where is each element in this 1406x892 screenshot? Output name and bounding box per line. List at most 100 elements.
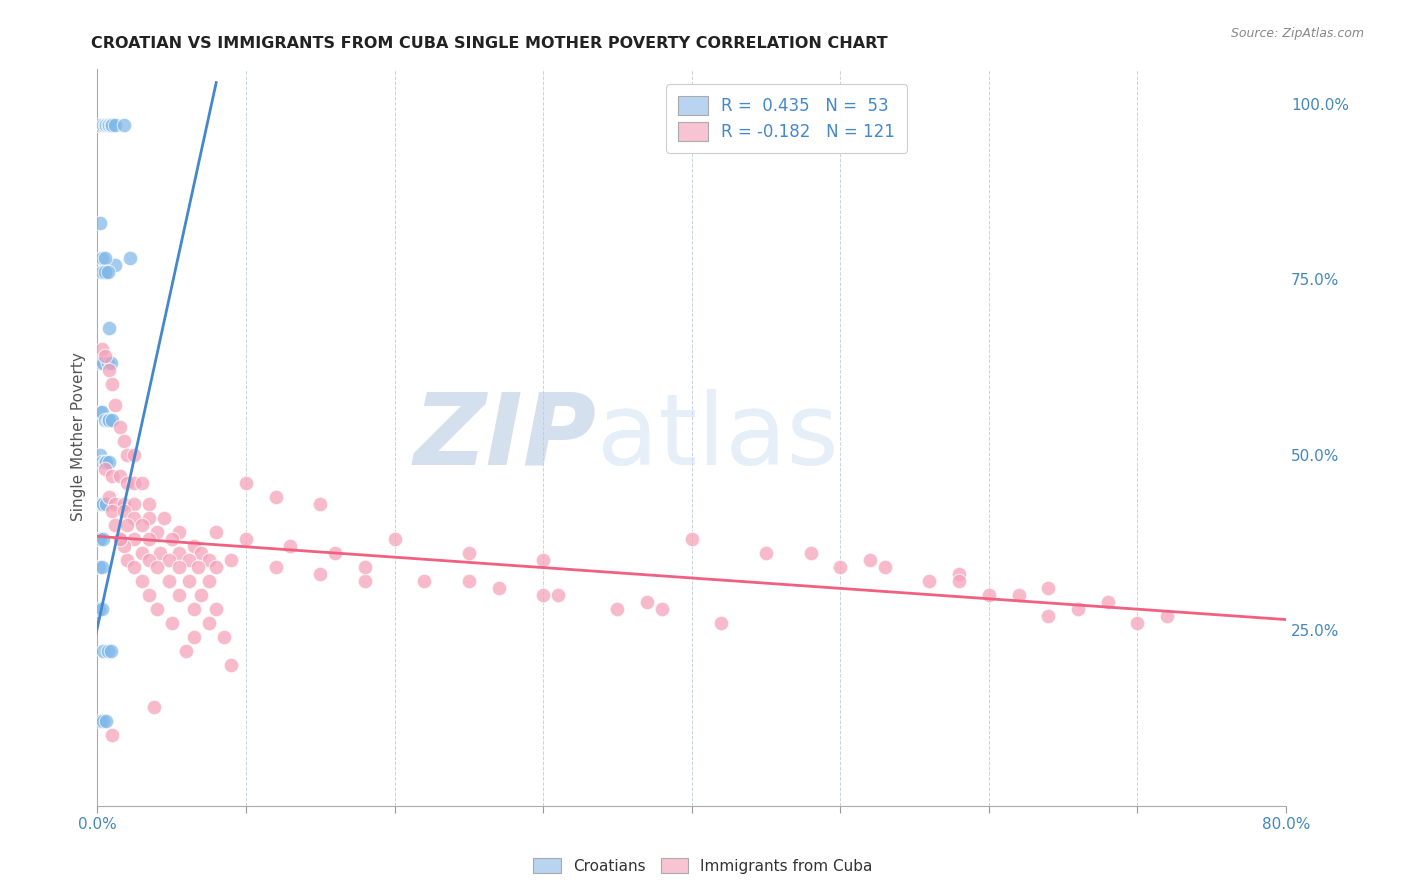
Point — [96, 714, 118, 729]
Point — [138, 532, 160, 546]
Point — [118, 251, 141, 265]
Point — [104, 118, 127, 132]
Point — [104, 517, 127, 532]
Point — [1126, 616, 1149, 631]
Point — [108, 468, 131, 483]
Point — [96, 497, 118, 511]
Point — [94, 265, 117, 279]
Point — [104, 497, 127, 511]
Point — [98, 412, 121, 426]
Point — [98, 490, 121, 504]
Point — [112, 118, 135, 132]
Point — [94, 461, 117, 475]
Point — [859, 553, 882, 567]
Y-axis label: Single Mother Poverty: Single Mother Poverty — [72, 352, 86, 522]
Point — [710, 616, 733, 631]
Point — [457, 546, 479, 560]
Point — [89, 216, 111, 230]
Point — [115, 517, 138, 532]
Point — [98, 321, 121, 335]
Point — [212, 630, 235, 644]
Point — [799, 546, 821, 560]
Point — [90, 251, 112, 265]
Point — [124, 532, 146, 546]
Point — [91, 644, 114, 658]
Point — [183, 602, 205, 616]
Point — [1156, 609, 1178, 624]
Point — [96, 455, 118, 469]
Point — [131, 475, 153, 490]
Point — [87, 532, 110, 546]
Point — [179, 574, 201, 588]
Point — [235, 475, 257, 490]
Point — [90, 265, 112, 279]
Point — [91, 497, 114, 511]
Point — [197, 574, 219, 588]
Point — [94, 251, 117, 265]
Point — [205, 602, 228, 616]
Point — [183, 630, 205, 644]
Point — [112, 504, 135, 518]
Point — [89, 714, 111, 729]
Point — [89, 405, 111, 419]
Point — [94, 349, 117, 363]
Point — [87, 118, 110, 132]
Point — [167, 588, 190, 602]
Point — [160, 616, 183, 631]
Point — [100, 356, 122, 370]
Point — [131, 517, 153, 532]
Point — [179, 553, 201, 567]
Point — [219, 658, 242, 673]
Point — [280, 539, 302, 553]
Point — [108, 532, 131, 546]
Text: ZIP: ZIP — [413, 389, 596, 485]
Point — [101, 377, 124, 392]
Point — [101, 728, 124, 742]
Point — [205, 524, 228, 539]
Point — [115, 448, 138, 462]
Point — [190, 588, 212, 602]
Point — [97, 118, 120, 132]
Point — [948, 574, 970, 588]
Point — [94, 118, 117, 132]
Point — [124, 448, 146, 462]
Point — [197, 553, 219, 567]
Point — [131, 546, 153, 560]
Point — [1007, 588, 1029, 602]
Point — [531, 588, 554, 602]
Point — [101, 412, 124, 426]
Point — [1067, 602, 1090, 616]
Point — [190, 546, 212, 560]
Point — [681, 532, 703, 546]
Point — [96, 265, 118, 279]
Point — [264, 560, 287, 574]
Point — [124, 560, 146, 574]
Point — [1097, 595, 1119, 609]
Point — [131, 574, 153, 588]
Point — [124, 497, 146, 511]
Point — [124, 510, 146, 524]
Point — [142, 700, 165, 714]
Point — [187, 560, 209, 574]
Point — [124, 475, 146, 490]
Point — [138, 497, 160, 511]
Point — [98, 363, 121, 377]
Point — [531, 553, 554, 567]
Point — [873, 560, 896, 574]
Point — [98, 455, 121, 469]
Point — [108, 419, 131, 434]
Point — [183, 539, 205, 553]
Point — [353, 560, 375, 574]
Point — [115, 553, 138, 567]
Point — [90, 343, 112, 357]
Point — [138, 588, 160, 602]
Point — [1038, 609, 1060, 624]
Point — [101, 468, 124, 483]
Point — [197, 616, 219, 631]
Point — [104, 399, 127, 413]
Point — [149, 546, 172, 560]
Point — [112, 539, 135, 553]
Point — [97, 356, 120, 370]
Point — [90, 602, 112, 616]
Point — [97, 265, 120, 279]
